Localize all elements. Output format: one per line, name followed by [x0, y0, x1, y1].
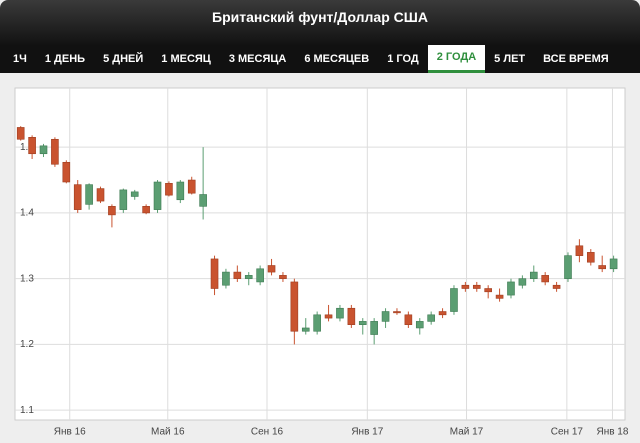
range-tab[interactable]: 3 МЕСЯЦА	[228, 53, 287, 65]
candle-body	[347, 307, 356, 325]
candle-body	[461, 284, 470, 289]
candle-body	[541, 275, 549, 283]
x-tick-label: Янв 18	[596, 427, 628, 438]
candle-body	[187, 179, 196, 194]
candle-body	[507, 281, 515, 296]
candle-body	[438, 311, 447, 316]
candle-body	[552, 284, 561, 289]
candle-body	[28, 137, 36, 155]
candle-body	[39, 145, 48, 155]
candle-body	[336, 307, 344, 319]
candle-body	[370, 321, 378, 335]
candle-body	[210, 258, 219, 289]
candle-body	[450, 288, 458, 312]
candle-body	[472, 284, 481, 289]
range-tab[interactable]: 6 МЕСЯЦЕВ	[304, 53, 370, 65]
y-tick-label: 1.2	[20, 339, 34, 350]
candle-body	[51, 138, 59, 165]
candle-body	[415, 321, 424, 329]
candle-body	[290, 281, 299, 332]
candle-body	[165, 183, 173, 196]
range-tab[interactable]: ВСЕ ВРЕМЯ	[543, 53, 609, 65]
candle-body	[130, 191, 139, 197]
candle-body	[16, 127, 25, 140]
candle-body	[62, 161, 71, 183]
candle-body	[233, 271, 242, 279]
header-title: Британский фунт/Доллар США	[0, 0, 640, 45]
candle-body	[358, 321, 367, 325]
y-tick-label: 1.3	[20, 273, 34, 284]
candle-body	[85, 184, 93, 205]
y-tick-label: 1.4	[20, 208, 34, 219]
candle-body	[313, 314, 321, 332]
candle-body	[153, 181, 162, 210]
candle-body	[301, 327, 310, 332]
x-tick-label: Сен 17	[551, 427, 584, 438]
candle-body	[404, 314, 413, 325]
candle-body	[381, 311, 390, 322]
candle-body	[598, 265, 606, 270]
candle-body	[393, 311, 401, 314]
range-tab[interactable]: 1Ч	[13, 53, 27, 65]
x-tick-label: Сен 16	[251, 427, 284, 438]
tab-bar: 1Ч 1 ДЕНЬ 5 ДНЕЙ 1 МЕСЯЦ 3 МЕСЯЦА 6 МЕСЯЦЕВ 1 …	[0, 45, 640, 73]
range-tab[interactable]: 5 ДНЕЙ	[103, 53, 144, 65]
candle-body	[609, 258, 618, 270]
candle-body	[176, 181, 185, 201]
candle-body	[96, 188, 105, 202]
candle-body	[586, 252, 595, 263]
candle-body	[119, 189, 128, 210]
x-tick-label: Янв 17	[351, 427, 383, 438]
candle-body	[518, 278, 527, 286]
candle-body	[564, 255, 572, 279]
y-tick-label: 1.1	[20, 405, 34, 416]
chart: 1.1 1.2 1.3 1.4 1.5 Янв 16 Май 16 Сен 16 Янв 17 М…	[14, 87, 629, 438]
candle-body	[279, 275, 287, 279]
candle-body	[324, 314, 333, 319]
candle-body	[244, 275, 253, 279]
candle-body	[199, 194, 207, 207]
candle-body	[222, 271, 230, 286]
candle-body	[108, 206, 116, 216]
candle-body	[495, 294, 504, 299]
x-tick-label: Май 16	[151, 427, 185, 438]
candle-body	[575, 245, 584, 256]
x-tick-label: Май 17	[450, 427, 484, 438]
range-tab[interactable]: 5 ЛЕТ	[494, 53, 526, 65]
candle-body	[484, 288, 492, 293]
range-tab[interactable]: 1 ДЕНЬ	[44, 53, 86, 65]
x-tick-label: Янв 16	[54, 427, 86, 438]
range-tab[interactable]: 1 ГОД	[387, 53, 419, 65]
candle-body	[142, 206, 150, 214]
range-tab[interactable]: 1 МЕСЯЦ	[161, 53, 211, 65]
range-tab[interactable]: 2 ГОДА	[427, 45, 486, 73]
candle-body	[256, 268, 264, 283]
y-tick-label: 1.5	[20, 142, 34, 153]
candle-body	[73, 184, 82, 210]
plot-area	[14, 87, 626, 421]
candle-body	[267, 265, 276, 273]
candle-body	[427, 314, 435, 322]
candle-body	[529, 271, 538, 279]
